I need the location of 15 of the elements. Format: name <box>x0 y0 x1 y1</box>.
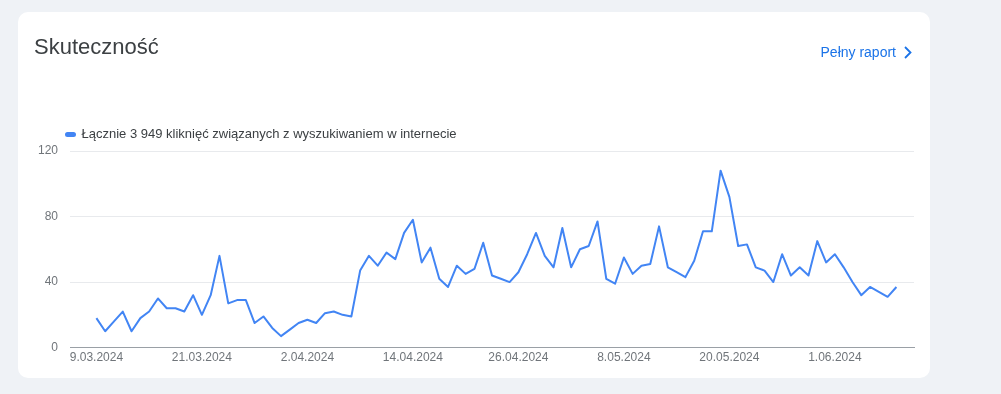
y-tick-label: 120 <box>37 143 59 158</box>
x-tick-label: 8.05.2024 <box>597 350 651 365</box>
y-tick-label: 80 <box>44 208 59 223</box>
x-tick-label: 20.05.2024 <box>699 350 760 365</box>
legend-label: Łącznie 3 949 kliknięć związanych z wyszukiwaniem w internecie <box>81 126 457 142</box>
chart-title: Skuteczność <box>34 34 159 60</box>
x-tick-label: 2.04.2024 <box>280 350 335 365</box>
x-tick-label: 1.06.2024 <box>808 350 862 365</box>
x-tick-label: 14.04.2024 <box>382 350 444 365</box>
y-tick-label: 40 <box>44 274 59 289</box>
x-tick-label: 9.03.2024 <box>69 350 124 365</box>
y-tick-label: 0 <box>51 339 59 354</box>
x-tick-label: 21.03.2024 <box>171 350 233 365</box>
x-tick-label: 26.04.2024 <box>488 350 549 365</box>
text: Pełny raport <box>820 44 896 60</box>
